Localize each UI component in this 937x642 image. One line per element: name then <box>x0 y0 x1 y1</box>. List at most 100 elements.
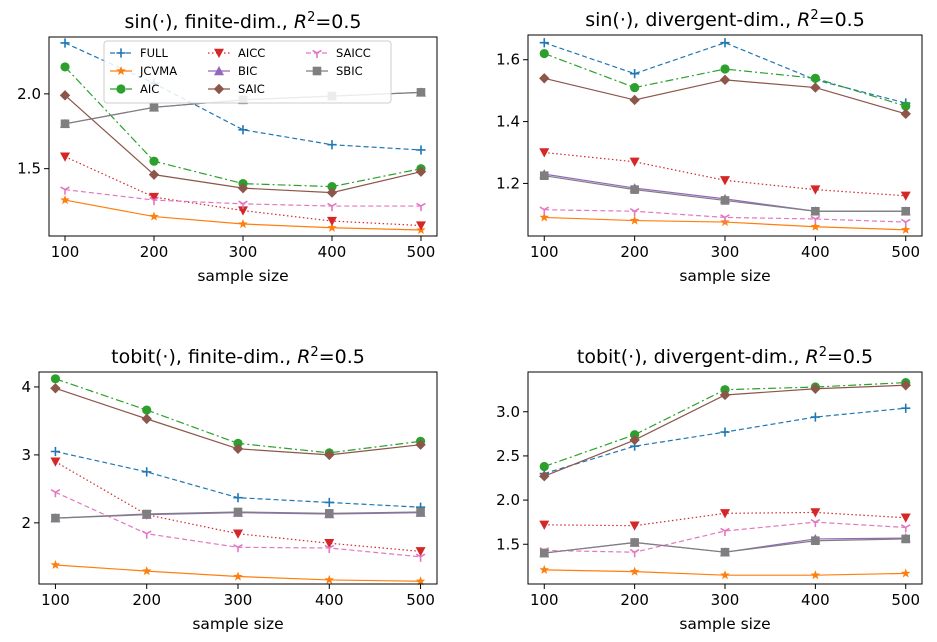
x-tick-label: 200 <box>140 243 169 261</box>
data-point-saicc <box>327 202 337 212</box>
data-point-saicc <box>810 215 821 224</box>
data-point-jcvma <box>629 215 640 225</box>
y-tick-label: 4 <box>21 378 31 396</box>
data-point-jcvma <box>900 224 911 234</box>
chart-title-2: sin(·), divergent-dim., R2=0.5 <box>585 8 865 31</box>
data-point-jcvma <box>60 195 70 205</box>
data-point-aicc <box>326 216 337 227</box>
series-line-saicc <box>544 521 906 553</box>
subplot-4: 100 200 300 400 500 1.5 2.0 2.5 3.0 sample size to… <box>496 345 923 633</box>
data-point-full <box>50 446 61 457</box>
series-saic <box>50 383 426 461</box>
data-point-jcvma <box>415 576 426 586</box>
legend-label: AICC <box>238 46 265 60</box>
data-point-aic <box>233 438 243 448</box>
data-point-sbic <box>51 513 60 523</box>
data-point-saicc <box>720 527 730 536</box>
x-tick-label: 300 <box>711 591 740 609</box>
series-saicc <box>50 488 426 562</box>
series-saicc <box>60 186 426 212</box>
data-point-aicc <box>415 221 426 231</box>
data-point-aicc <box>539 148 550 158</box>
data-point-jcvma <box>900 568 911 578</box>
y-tick-label: 3 <box>21 446 31 464</box>
data-point-aic <box>539 461 549 472</box>
y-tick-label: 3.0 <box>496 403 520 421</box>
data-point-jcvma <box>233 571 243 581</box>
x-tick-label: 200 <box>132 591 161 609</box>
series-aicc <box>539 508 911 531</box>
legend-marker-aicc <box>214 48 224 58</box>
data-point-jcvma <box>238 219 248 229</box>
chart-title-4: tobit(·), divergent-dim., R2=0.5 <box>577 345 873 368</box>
y-tick-label: 1.4 <box>496 113 520 131</box>
data-point-saic <box>810 82 821 93</box>
data-point-saic <box>50 383 61 394</box>
data-point-sbic <box>149 103 159 112</box>
data-point-saic <box>237 182 249 194</box>
data-point-saic <box>59 90 71 101</box>
data-point-aicc <box>324 539 335 549</box>
data-point-full <box>810 412 820 422</box>
legend: FULL JCVMA AIC AICC BIC SAIC SAICC SBIC <box>103 40 392 104</box>
x-tick-label: 100 <box>51 243 80 261</box>
x-tick-label: 200 <box>620 243 649 261</box>
data-point-jcvma <box>720 570 730 580</box>
data-point-jcvma <box>810 570 821 580</box>
legend-label: SAICC <box>336 46 371 60</box>
data-point-aic <box>720 64 730 74</box>
data-point-aicc <box>900 191 911 201</box>
data-point-aic <box>50 374 61 384</box>
series-aicc <box>539 148 911 201</box>
legend-box <box>103 40 392 104</box>
data-point-saic <box>719 74 731 86</box>
data-point-aicc <box>233 529 243 539</box>
legend-marker-full <box>116 48 126 58</box>
legend-entry-saicc: SAICC <box>306 46 371 60</box>
x-tick-label: 400 <box>318 243 347 261</box>
data-point-sbic <box>720 547 730 557</box>
data-point-jcvma <box>141 566 152 576</box>
legend-label: SBIC <box>336 64 363 78</box>
x-axis-label: sample size <box>679 267 770 285</box>
series-bic <box>539 169 911 216</box>
legend-entry-jcvma: JCVMA <box>110 64 177 78</box>
data-point-aic <box>60 62 70 72</box>
series-saicc <box>539 206 911 228</box>
series-line-saic <box>64 94 422 194</box>
data-point-saicc <box>233 544 243 553</box>
legend-marker-saic <box>213 83 225 95</box>
data-point-aic <box>142 405 152 415</box>
data-point-sbic <box>60 119 70 129</box>
series-line-aicc <box>544 511 906 527</box>
y-tick-label: 2.0 <box>496 491 520 509</box>
x-tick-label: 200 <box>620 591 649 609</box>
x-axis-label: sample size <box>197 267 288 285</box>
series-saic <box>539 380 911 482</box>
x-tick-label: 100 <box>530 243 559 261</box>
series-full <box>539 403 911 479</box>
legend-marker-saicc <box>312 49 322 58</box>
y-tick-label: 2.0 <box>17 85 41 103</box>
data-point-saicc <box>324 544 335 553</box>
data-point-full <box>720 427 730 437</box>
data-point-aicc <box>720 176 730 186</box>
data-point-saicc <box>539 206 550 215</box>
series-line-aicc <box>64 156 422 227</box>
y-tick-label: 1.6 <box>496 51 520 69</box>
data-point-saicc <box>141 530 152 539</box>
data-point-aicc <box>539 520 550 530</box>
data-point-aicc <box>238 206 248 216</box>
x-axis-label: sample size <box>192 615 283 633</box>
series-aicc <box>50 457 426 557</box>
data-point-sbic <box>630 185 639 194</box>
x-tick-label: 500 <box>406 591 435 609</box>
legend-label: AIC <box>140 82 159 96</box>
series-jcvma <box>50 559 426 586</box>
legend-entry-bic: BIC <box>208 64 257 78</box>
x-tick-label: 500 <box>891 243 920 261</box>
legend-marker-bic <box>214 66 224 76</box>
legend-entry-aic: AIC <box>110 82 159 96</box>
data-point-full <box>142 467 152 477</box>
